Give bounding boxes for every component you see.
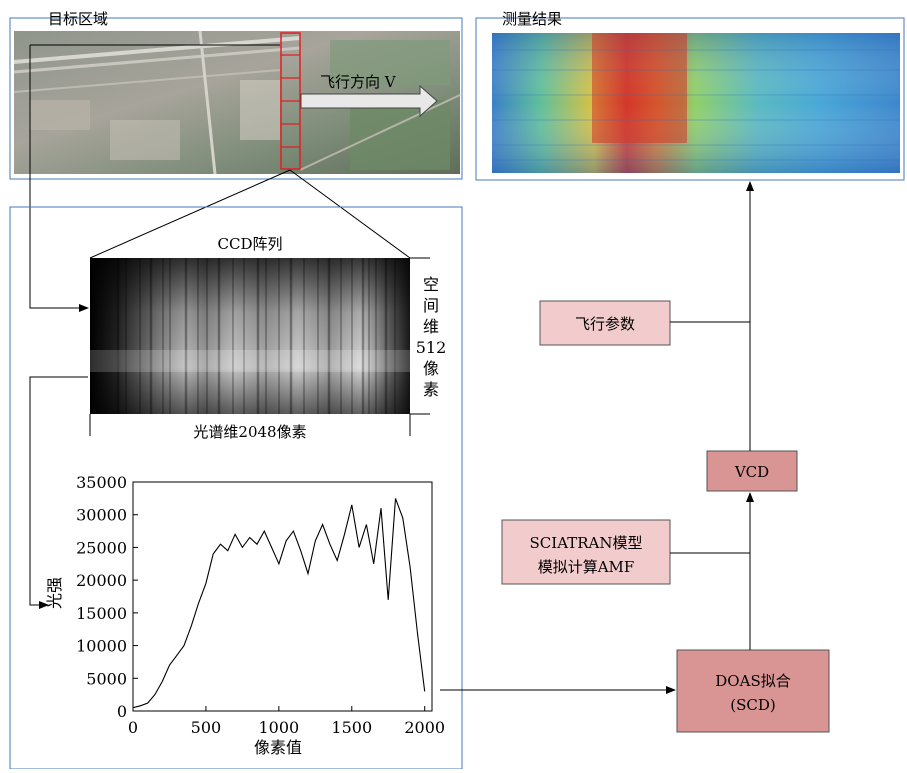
sciatran-box <box>501 519 671 585</box>
doas-label-line1: DOAS拟合 <box>715 672 790 690</box>
ccd-vertical-char: 维 <box>423 317 439 336</box>
y-tick-label: 25000 <box>76 538 127 557</box>
ccd-vertical-label: 空 间 维 512 像 素 <box>416 275 447 399</box>
trapezoid-left <box>89 169 291 259</box>
ccd-vertical-char: 512 <box>416 338 447 357</box>
y-tick-label: 30000 <box>76 506 127 525</box>
x-tick-label: 0 <box>128 718 138 737</box>
spectrum-xlabel: 像素值 <box>254 738 302 757</box>
x-tick-label: 2000 <box>404 718 445 737</box>
ccd-array-image <box>90 258 410 414</box>
ccd-vertical-char: 素 <box>423 380 439 399</box>
vcd-label: VCD <box>734 463 769 481</box>
x-tick-label: 500 <box>191 718 222 737</box>
y-tick-label: 15000 <box>76 604 127 623</box>
flight-direction-label: 飞行方向 V <box>320 73 397 91</box>
satellite-image <box>13 30 461 175</box>
spectrum-chart: 0 5000 10000 15000 20000 25000 30000 35000 0 500… <box>45 473 445 757</box>
chart-plot-frame <box>132 481 433 712</box>
ccd-title: CCD阵列 <box>218 235 283 253</box>
result-label: 测量结果 <box>502 10 562 28</box>
ccd-to-spectrum-arrow <box>29 376 88 609</box>
sciatran-label-line1: SCIATRAN模型 <box>530 534 643 552</box>
spectrum-line <box>132 498 426 709</box>
result-heatmap <box>492 33 900 173</box>
flight-params-box <box>539 300 671 346</box>
y-tick-label: 10000 <box>76 637 127 656</box>
ccd-vertical-char: 间 <box>423 296 439 315</box>
target-area-frame <box>9 17 463 180</box>
y-tick-label: 20000 <box>76 571 127 590</box>
y-tick-label: 0 <box>117 702 127 721</box>
x-tick-label: 1000 <box>258 718 299 737</box>
ccd-horizontal-label: 光谱维2048像素 <box>193 423 306 441</box>
y-tick-label: 35000 <box>76 473 127 492</box>
spectrum-ylabel: 光强 <box>45 577 64 609</box>
doas-box <box>676 649 830 733</box>
strip-to-ccd-arrow <box>29 45 89 312</box>
ccd-vertical-char: 像 <box>423 359 439 378</box>
x-tick-label: 1500 <box>331 718 372 737</box>
sciatran-label-line2: 模拟计算AMF <box>538 558 635 576</box>
result-frame <box>475 17 905 181</box>
doas-label-line2: (SCD) <box>730 696 775 714</box>
trapezoid-right <box>289 169 411 259</box>
scan-strip-cells <box>281 54 300 148</box>
flight-params-label: 飞行参数 <box>575 315 635 333</box>
flight-direction-arrow <box>300 84 438 118</box>
vcd-box <box>706 450 798 492</box>
y-tick-label: 5000 <box>86 669 127 688</box>
ccd-vertical-char: 空 <box>423 275 439 294</box>
target-area-label: 目标区域 <box>48 10 108 28</box>
